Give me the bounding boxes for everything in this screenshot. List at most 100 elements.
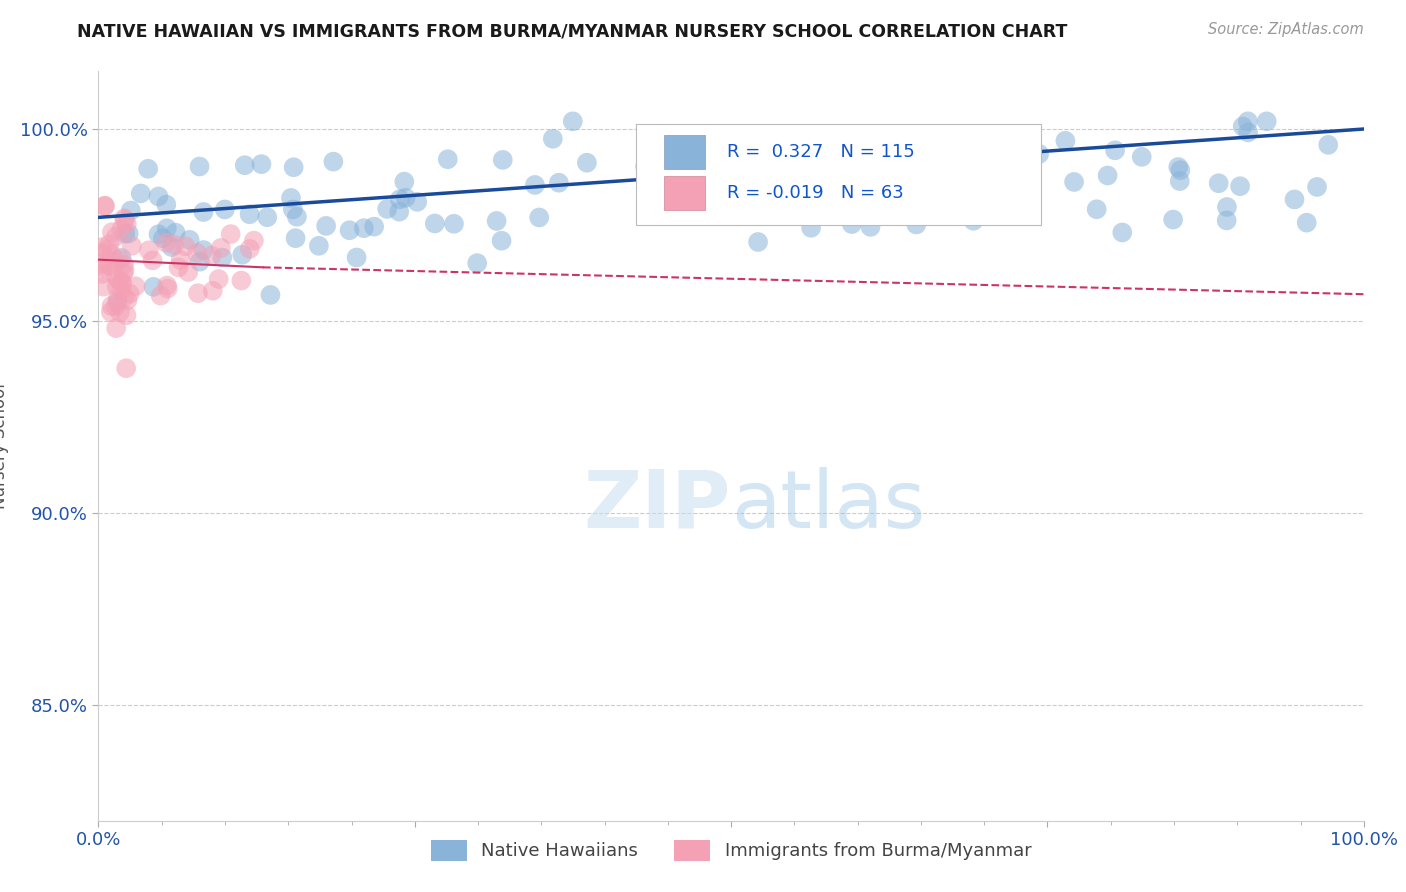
Point [765,154,787,169]
Point [214,202,236,217]
Point [239,207,262,221]
Point [208,272,231,286]
Point [250,157,273,171]
Point [114,290,136,304]
Point [101,225,124,239]
Point [110,222,132,236]
Text: atlas: atlas [731,467,925,545]
Point [423,216,446,230]
Point [129,186,152,201]
Point [285,210,308,224]
Point [104,300,127,314]
Point [233,158,256,172]
Point [110,275,132,289]
Point [231,273,253,287]
Point [105,229,128,244]
Point [141,253,163,268]
Point [1054,134,1077,148]
Point [281,202,304,217]
Point [209,241,232,255]
Point [832,159,855,173]
Point [1237,114,1260,128]
Point [353,221,375,235]
Point [465,256,488,270]
Point [308,239,330,253]
Point [179,233,201,247]
Point [155,235,177,250]
Point [634,160,657,174]
Point [443,217,465,231]
Point [1063,175,1085,189]
Point [156,282,179,296]
Point [811,191,834,205]
Text: ZIP: ZIP [583,467,731,545]
Point [1208,176,1230,190]
Point [105,294,128,309]
Point [395,191,418,205]
Point [231,248,253,262]
Y-axis label: Nursery School: Nursery School [0,383,8,509]
Point [1028,147,1050,161]
Point [907,147,929,161]
Point [1004,160,1026,174]
Text: R = -0.019   N = 63: R = -0.019 N = 63 [727,184,904,202]
Point [111,277,134,291]
Point [148,227,170,242]
Point [108,305,131,319]
Point [188,160,211,174]
Point [107,273,129,287]
Text: Source: ZipAtlas.com: Source: ZipAtlas.com [1208,22,1364,37]
Point [100,305,122,319]
Point [98,237,121,252]
Point [105,279,128,293]
Point [322,154,344,169]
Point [884,131,907,145]
Point [1011,140,1033,154]
Legend: Native Hawaiians, Immigrants from Burma/Myanmar: Native Hawaiians, Immigrants from Burma/… [423,832,1039,868]
Point [211,251,233,265]
Point [1317,137,1340,152]
Point [118,286,141,301]
Point [117,293,139,307]
Point [1256,114,1278,128]
Point [114,263,136,277]
Point [200,249,222,263]
Point [112,257,135,271]
FancyBboxPatch shape [664,136,704,169]
Point [104,268,127,283]
Point [759,142,782,156]
Point [152,231,174,245]
Point [1005,181,1028,195]
Point [1170,163,1192,178]
Point [1306,180,1329,194]
Point [747,235,769,249]
Point [1216,200,1239,214]
Point [160,240,183,254]
Point [124,279,146,293]
Point [1232,120,1254,134]
Point [962,214,984,228]
Point [110,251,132,265]
Point [1215,213,1237,227]
Point [149,288,172,302]
Point [156,221,179,235]
Point [284,231,307,245]
Point [193,243,215,257]
Point [120,203,142,218]
Point [928,176,950,190]
Point [187,286,209,301]
Point [1085,202,1108,217]
Point [107,292,129,306]
Point [100,299,122,313]
Point [1229,179,1251,194]
Point [315,219,337,233]
Point [859,219,882,234]
Point [905,218,928,232]
Point [90,257,112,271]
Point [138,244,160,258]
Point [165,226,187,240]
Point [879,133,901,147]
Point [993,149,1015,163]
Point [177,265,200,279]
FancyBboxPatch shape [636,124,1040,225]
